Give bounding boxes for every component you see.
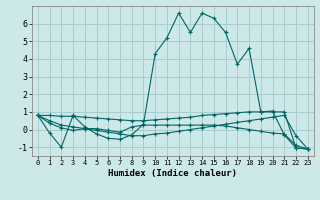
X-axis label: Humidex (Indice chaleur): Humidex (Indice chaleur) bbox=[108, 169, 237, 178]
